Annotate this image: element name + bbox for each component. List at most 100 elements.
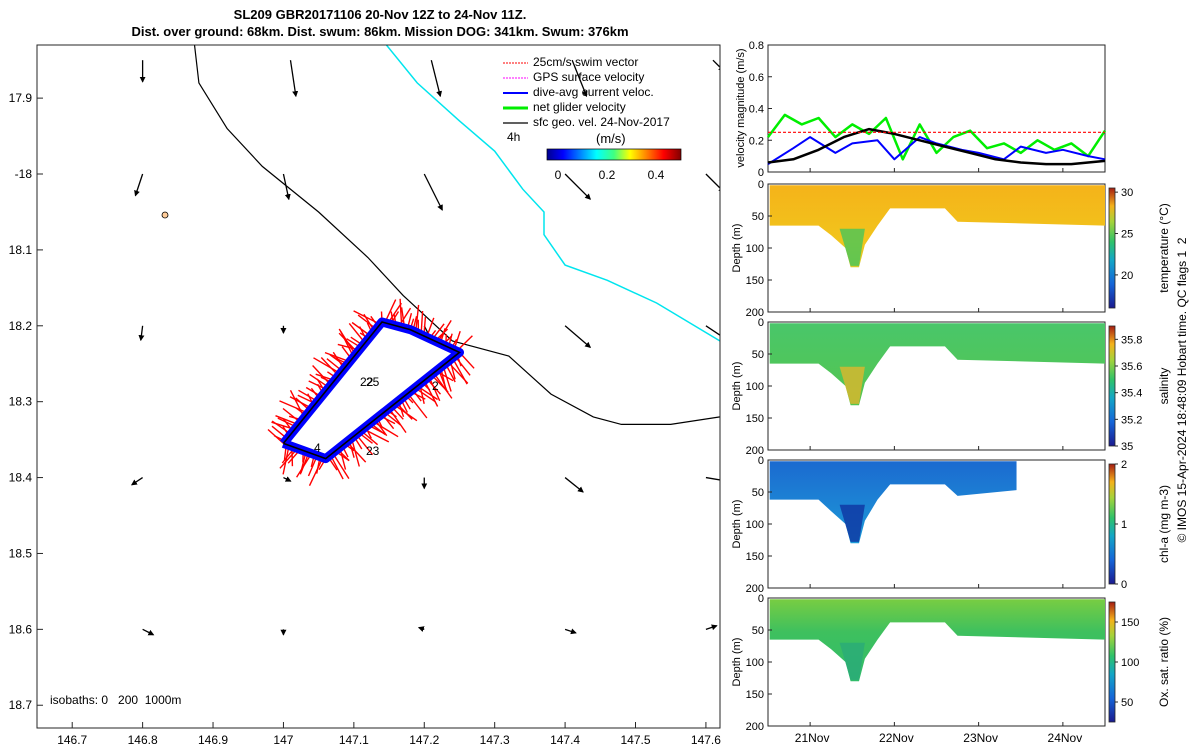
map-xtick-label: 147.5 [620, 733, 650, 747]
velocity-ytick-label: 0.6 [749, 72, 764, 84]
swim-vector [282, 445, 290, 475]
geo-vector [423, 173, 443, 211]
track-line [282, 321, 462, 460]
oxygen-cblabel: Ox. sat. ratio (%) [1157, 617, 1171, 707]
geo-vector [564, 173, 591, 200]
map-x-ticks: 146.7 146.8 146.9 147 147.1 147.2 147.3 147.4 14… [57, 722, 721, 747]
colorbar-tick-04: 0.4 [648, 168, 665, 182]
chla-cbtick-label: 2 [1121, 459, 1127, 471]
oxygen-ytick-label: 0 [758, 593, 764, 605]
geo-velocity-vectors [130, 59, 720, 636]
oxygen-cbtick-label: 50 [1121, 697, 1133, 709]
swim-vector [332, 452, 350, 479]
track-label-22: 22 [360, 375, 374, 389]
geo-vector [134, 173, 144, 197]
time-xtick-label: 24Nov [1048, 731, 1083, 745]
salinity-cbtick-label: 35 [1121, 441, 1133, 453]
geo-vector [417, 626, 425, 632]
map-ytick-label: -18 [15, 167, 33, 181]
legend-geo-label: sfc geo. vel. 24-Nov-2017 [533, 115, 670, 129]
isobath-200m [385, 45, 720, 342]
oxygen-cbtick-label: 150 [1121, 617, 1139, 629]
velocity-ytick-label: 0 [758, 167, 764, 179]
map-ytick-label: 18.5 [9, 546, 33, 560]
temperature-ytick-label: 0 [758, 179, 764, 191]
oxygen-cbtick-label: 100 [1121, 657, 1139, 669]
geo-vector [138, 325, 145, 342]
salinity-plume [839, 366, 865, 404]
isobaths [193, 45, 720, 425]
velocity-series-line [767, 127, 1106, 166]
temperature-ytick-label: 150 [746, 275, 764, 287]
geo-vector [571, 59, 588, 98]
salinity-ytick-label: 200 [746, 445, 764, 457]
map-y-ticks: 17.9 -18 18.1 18.2 18.3 18.4 18.5 18.6 18.7 [9, 91, 43, 712]
geo-vector [289, 60, 299, 98]
map-ytick-label: 18.4 [9, 471, 33, 485]
chla-plume [839, 504, 865, 542]
map-ytick-label: 18.3 [9, 395, 33, 409]
time-xtick-label: 23Nov [963, 731, 998, 745]
chla-data-field [769, 461, 1017, 544]
salinity-cbtick-label: 35.4 [1121, 388, 1142, 400]
track-label-4: 4 [314, 441, 321, 455]
map-xtick-label: 146.9 [198, 733, 228, 747]
swim-vector [346, 441, 367, 463]
swim-vector [407, 392, 428, 419]
map-ytick-label: 18.2 [9, 319, 33, 333]
map-xtick-label: 147.1 [339, 733, 369, 747]
salinity-cbtick-label: 35.6 [1121, 361, 1142, 373]
isobath-0m [193, 45, 720, 425]
legend-net-label: net glider velocity [533, 100, 626, 114]
geo-vector [130, 477, 143, 486]
map-ytick-label: 18.6 [9, 622, 33, 636]
colorbar-tick-02: 0.2 [599, 168, 616, 182]
chla-ytick-label: 50 [752, 487, 764, 499]
chla-section: 0 50 100 150 200 Depth (m) 2 1 0 chl-a (mg m-3) [731, 455, 1171, 595]
geo-vector [712, 59, 720, 72]
geo-vector [430, 60, 443, 98]
velocity-ytick-label: 0.8 [749, 40, 764, 52]
swim-vector [423, 379, 439, 407]
credit-text: © IMOS 15-Apr-2024 18:48:09 Hobart time.… [1175, 237, 1189, 542]
salinity-colorbar [1108, 325, 1116, 447]
temperature-cbtick-label: 30 [1121, 187, 1133, 199]
map-ytick-label: 18.1 [9, 243, 33, 257]
map-legend: 25cm/s swim vector GPS surface velocity … [503, 55, 682, 182]
title-line-1: SL209 GBR20171106 20-Nov 12Z to 24-Nov 1… [233, 7, 527, 22]
geo-vector [705, 325, 720, 336]
oxygen-ytick-label: 100 [746, 657, 764, 669]
colorbar-tick-0: 0 [555, 168, 562, 182]
temperature-ylabel: Depth (m) [731, 224, 743, 273]
colorbar-units: (m/s) [596, 131, 626, 146]
chla-ytick-label: 100 [746, 519, 764, 531]
time-xtick-label: 21Nov [795, 731, 830, 745]
chla-cbtick-label: 1 [1121, 519, 1127, 531]
temperature-ytick-label: 100 [746, 243, 764, 255]
salinity-ytick-label: 150 [746, 413, 764, 425]
geo-vector [282, 173, 291, 201]
geo-vector [705, 173, 720, 193]
salinity-section: 0 50 100 150 200 Depth (m) 35.8 35.6 35.4 35.2 35 s… [731, 317, 1171, 457]
map-xtick-label: 147.6 [691, 733, 721, 747]
deployment-marker [161, 211, 169, 219]
swim-vector [399, 298, 403, 328]
legend-swim-label: 25cm/s swim vector [533, 55, 638, 69]
oxygen-ytick-label: 200 [746, 721, 764, 733]
title-line-2: Dist. over ground: 68km. Dist. swum: 86k… [131, 24, 629, 39]
map-xtick-label: 147.4 [550, 733, 580, 747]
swim-vector [447, 361, 469, 384]
temperature-colorbar [1108, 187, 1116, 309]
geo-vector [564, 477, 584, 493]
temperature-ytick-label: 200 [746, 307, 764, 319]
track-label-25: 25 [366, 375, 380, 389]
salinity-ytick-label: 50 [752, 349, 764, 361]
map-xtick-label: 146.8 [128, 733, 158, 747]
oxygen-ytick-label: 50 [752, 625, 764, 637]
time-xtick-label: 22Nov [879, 731, 914, 745]
geo-vector [705, 476, 720, 481]
temperature-cbtick-label: 25 [1121, 229, 1133, 241]
map-panel: 22 25 2 4 23 146.7 146.8 146.9 147 147.1 147.… [9, 44, 721, 747]
swim-vector [308, 457, 324, 487]
